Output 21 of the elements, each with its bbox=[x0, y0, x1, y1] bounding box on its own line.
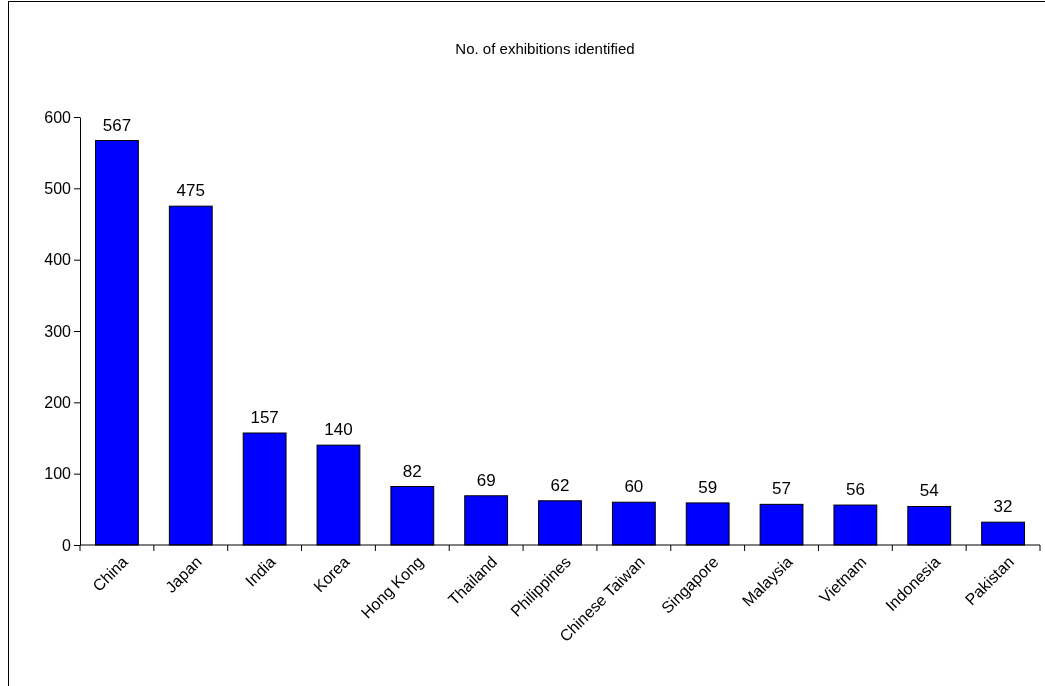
y-tick-label: 200 bbox=[44, 393, 72, 411]
y-tick-label: 600 bbox=[44, 108, 72, 126]
y-tick-label: 300 bbox=[44, 322, 72, 340]
data-label: 54 bbox=[919, 481, 939, 501]
data-label: 62 bbox=[550, 475, 570, 495]
data-label: 60 bbox=[624, 477, 644, 497]
data-label: 57 bbox=[772, 479, 791, 499]
data-label: 69 bbox=[476, 470, 496, 490]
y-tick-label: 0 bbox=[62, 536, 72, 554]
data-label: 475 bbox=[176, 181, 205, 201]
data-label: 567 bbox=[102, 115, 132, 135]
data-label: 56 bbox=[845, 480, 865, 500]
data-label: 32 bbox=[993, 497, 1013, 517]
data-label: 157 bbox=[250, 408, 279, 428]
chart-title: No. of exhibitions identified bbox=[455, 40, 635, 57]
data-label: 140 bbox=[324, 420, 353, 440]
data-label: 59 bbox=[698, 477, 718, 497]
y-tick-label: 100 bbox=[44, 465, 72, 483]
y-tick-label: 500 bbox=[44, 179, 72, 197]
y-tick-label: 400 bbox=[44, 251, 72, 269]
data-label: 82 bbox=[402, 461, 422, 481]
